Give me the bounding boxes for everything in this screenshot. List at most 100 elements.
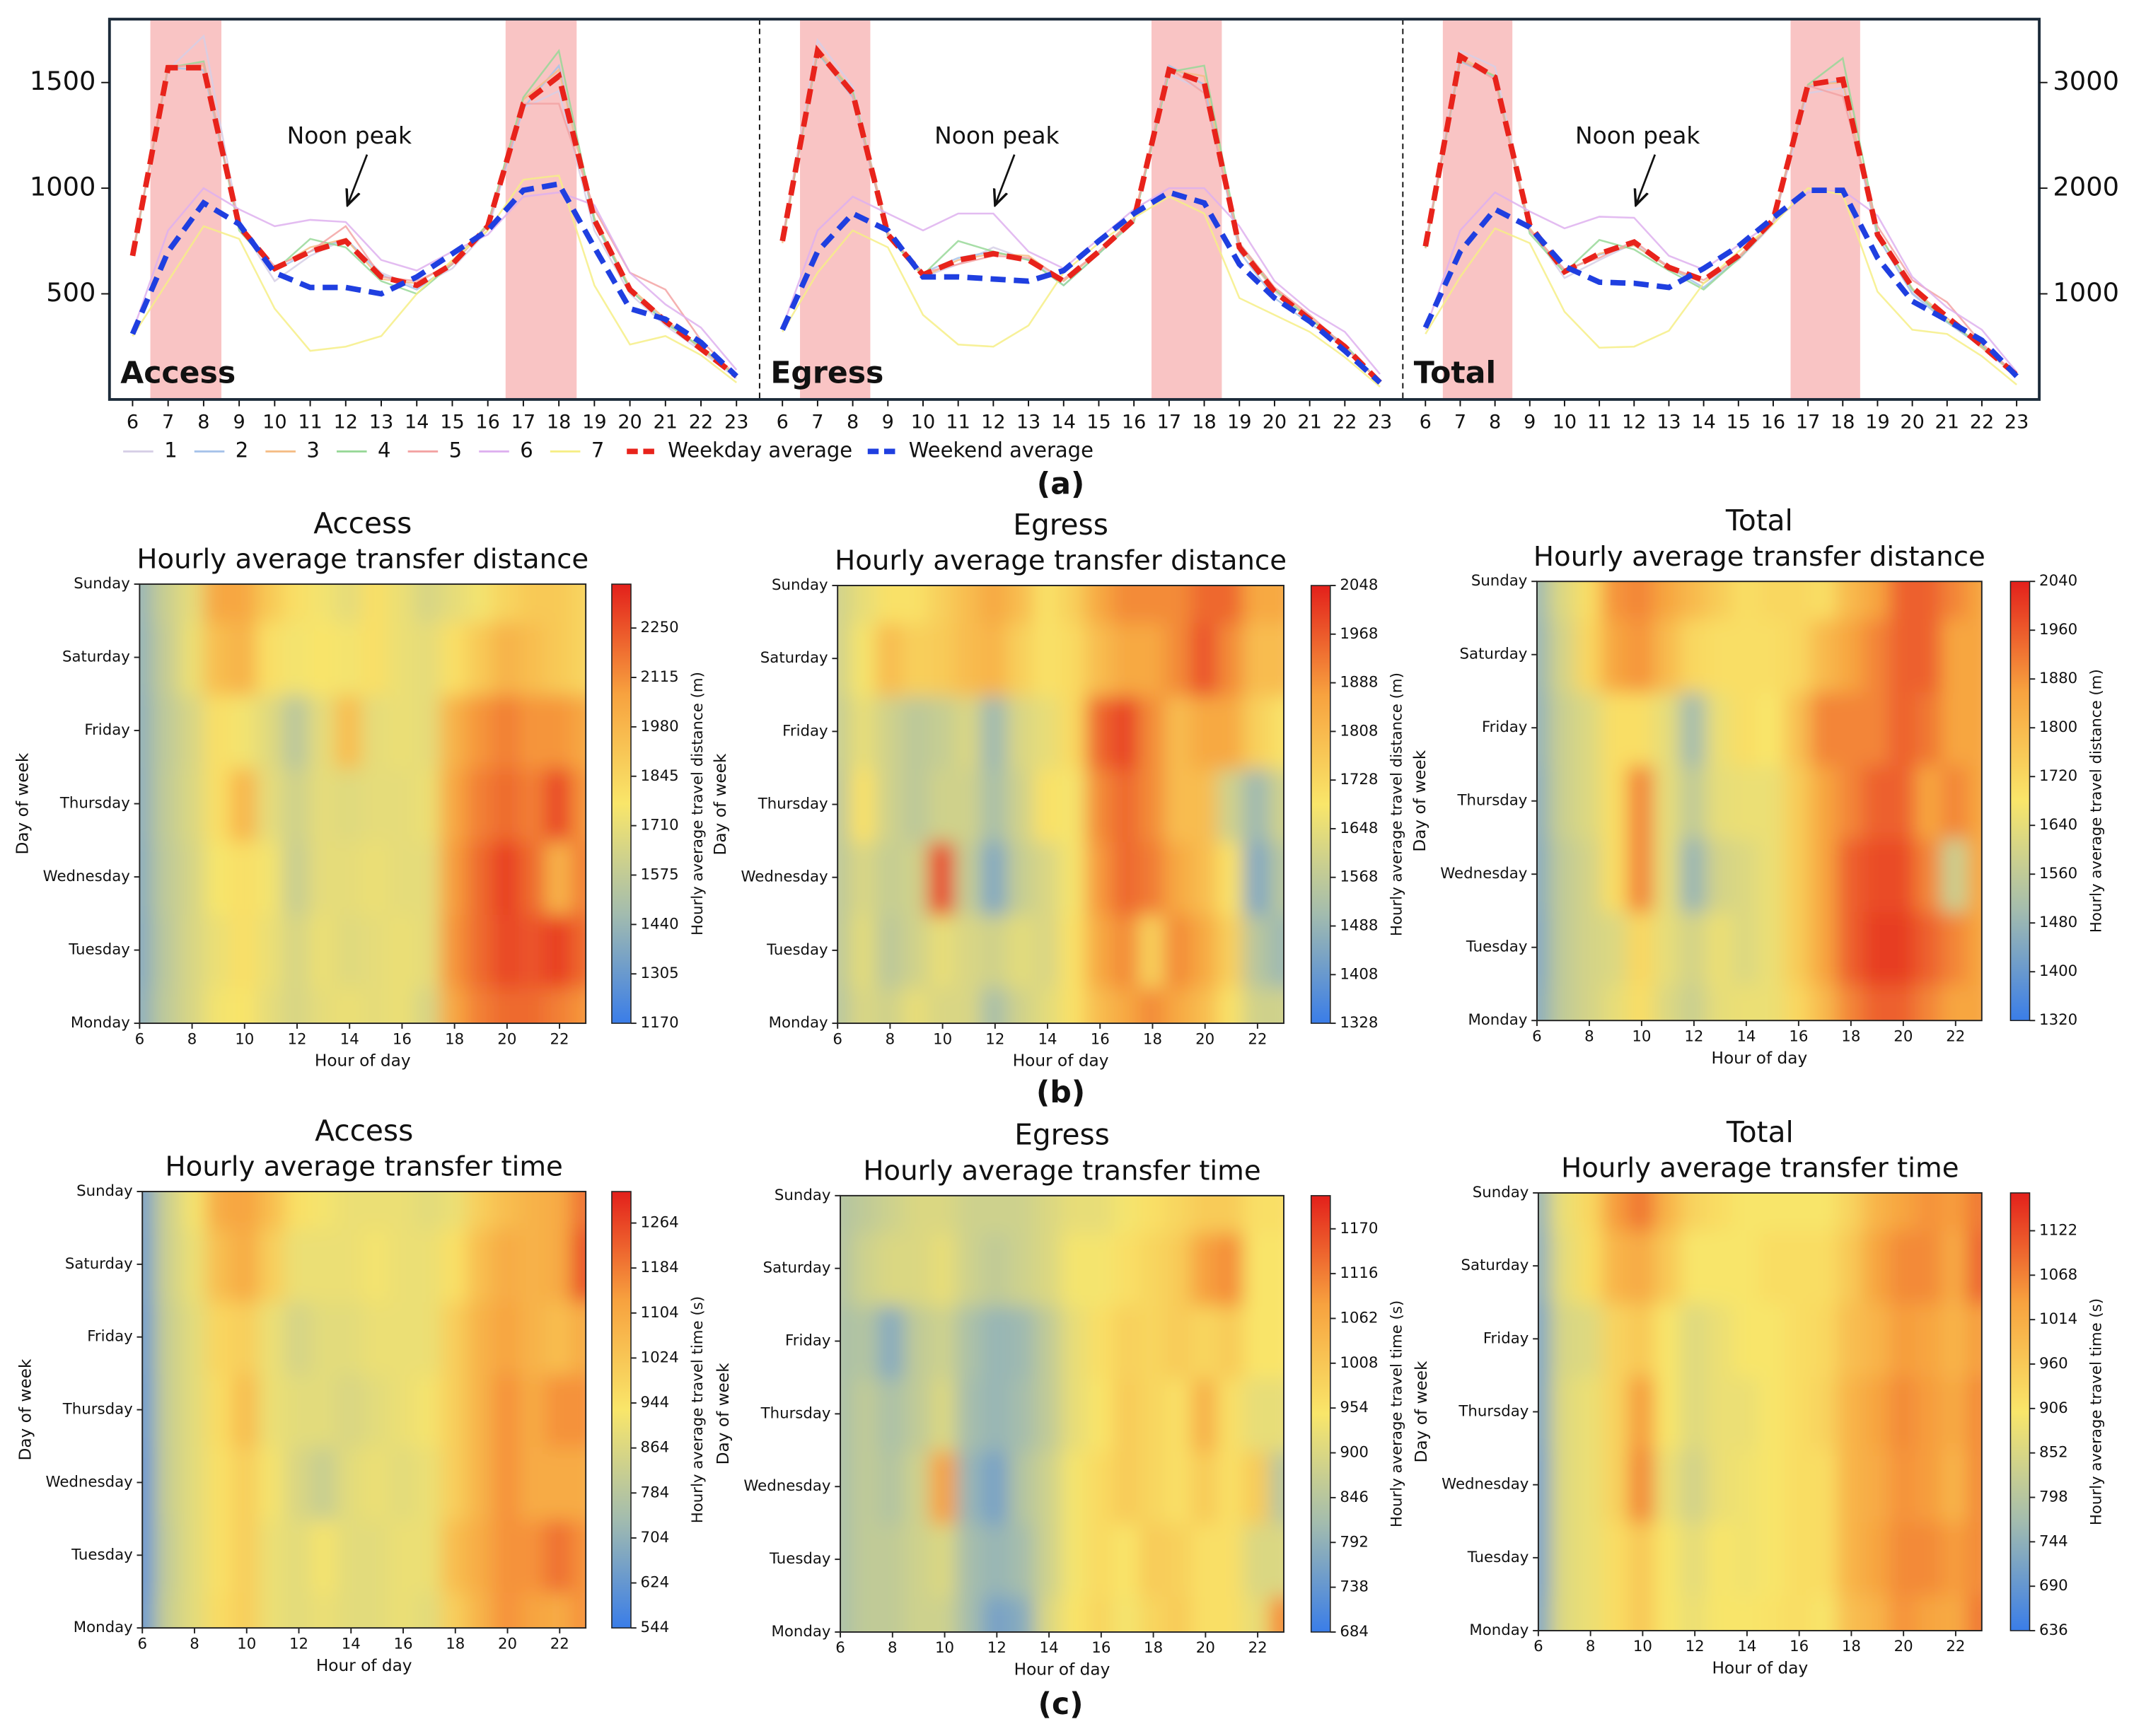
colorbar bbox=[611, 583, 632, 1024]
heat-cell bbox=[388, 1192, 418, 1230]
heat-cell bbox=[1550, 1520, 1579, 1596]
day-line bbox=[1425, 187, 2017, 385]
heat-cell bbox=[1836, 689, 1866, 766]
heat-cell bbox=[467, 1192, 497, 1230]
x-tick-label: 8 bbox=[1584, 1027, 1594, 1045]
colorbar-tick-label: 1170 bbox=[641, 1014, 679, 1032]
heat-cell bbox=[928, 985, 958, 1024]
heat-cell bbox=[1243, 620, 1272, 697]
heat-cell bbox=[518, 985, 548, 1024]
heat-cell bbox=[1602, 1373, 1631, 1450]
heat-cell bbox=[852, 1521, 881, 1597]
heat-cell bbox=[545, 1517, 574, 1593]
x-tick-label: 9 bbox=[1524, 411, 1536, 433]
annotation: Noon peak bbox=[934, 122, 1059, 149]
x-tick-label: 8 bbox=[886, 1030, 895, 1048]
heat-cell bbox=[204, 911, 233, 989]
heat-cell bbox=[1941, 909, 1971, 986]
heat-cell bbox=[1862, 909, 1892, 986]
heat-cell bbox=[1008, 1448, 1038, 1525]
heat-cell bbox=[1033, 912, 1062, 989]
heat-cell bbox=[1139, 1376, 1168, 1452]
heat-cell bbox=[1085, 912, 1115, 989]
x-tick-label: 22 bbox=[1946, 1027, 1965, 1045]
heat-cell bbox=[1165, 1303, 1194, 1379]
heat-cell bbox=[1086, 1521, 1116, 1597]
heat-cell bbox=[902, 620, 931, 697]
y-tick-label: Friday bbox=[1482, 718, 1527, 736]
y-tick-label: Wednesday bbox=[741, 868, 828, 886]
heat-cell bbox=[571, 765, 586, 842]
colorbar-tick-label: 1116 bbox=[1340, 1264, 1378, 1282]
heat-cell bbox=[1137, 586, 1167, 624]
heat-cell bbox=[1785, 1373, 1814, 1450]
heat-cell bbox=[1680, 1192, 1710, 1231]
heat-cell bbox=[930, 1448, 959, 1525]
colorbar-tick-label: 1640 bbox=[2039, 816, 2077, 834]
heat-cell bbox=[1758, 617, 1787, 693]
heat-cell bbox=[852, 1594, 881, 1632]
heat-cell bbox=[1243, 1448, 1272, 1525]
legend-label: Weekday average bbox=[668, 438, 852, 462]
heat-cell bbox=[1732, 1447, 1762, 1523]
heat-cell bbox=[387, 839, 417, 915]
heat-cell bbox=[1536, 836, 1552, 912]
heat-cell bbox=[1967, 982, 1982, 1021]
heat-cell bbox=[878, 1448, 907, 1525]
heat-cell bbox=[1941, 1192, 1971, 1231]
heat-cell bbox=[571, 584, 586, 622]
heat-cell bbox=[180, 1192, 209, 1230]
colorbar-tick-label: 1400 bbox=[2039, 962, 2077, 980]
heat-cell bbox=[1915, 909, 1944, 986]
heat-cell bbox=[414, 1192, 444, 1230]
heat-cell bbox=[1706, 1592, 1736, 1631]
heat-cell bbox=[840, 1303, 855, 1379]
heat-cell bbox=[256, 911, 286, 989]
heat-cell bbox=[1628, 1592, 1657, 1631]
heat-cell bbox=[1941, 1447, 1971, 1523]
heat-cell bbox=[1732, 763, 1761, 839]
heat-cell bbox=[1576, 1592, 1606, 1631]
heat-cell bbox=[852, 1303, 881, 1379]
x-tick-label: 18 bbox=[1831, 411, 1855, 433]
heat-cell bbox=[441, 1192, 470, 1230]
colorbar-tick-label: 784 bbox=[641, 1484, 670, 1501]
y-axis-label: Day of week bbox=[714, 1363, 733, 1464]
x-tick-label: 8 bbox=[190, 1635, 199, 1653]
heat-cell bbox=[467, 1372, 497, 1447]
y-tick-label: Tuesday bbox=[1467, 1549, 1529, 1566]
heat-cell bbox=[1033, 985, 1062, 1024]
y-axis-label: Day of week bbox=[16, 1358, 35, 1460]
heat-cell bbox=[153, 1192, 183, 1230]
heat-cell bbox=[1785, 1520, 1814, 1596]
heat-cell bbox=[362, 1590, 392, 1629]
heat-cell bbox=[1033, 767, 1062, 843]
heat-cell bbox=[441, 1372, 470, 1447]
heat-cell bbox=[1941, 763, 1971, 839]
heat-cell bbox=[1915, 1300, 1944, 1377]
average-line bbox=[1422, 187, 2019, 378]
heat-cell bbox=[1034, 1230, 1064, 1307]
heat-cell bbox=[1548, 581, 1578, 619]
x-tick-label: 18 bbox=[1192, 411, 1216, 433]
x-tick-label: 18 bbox=[446, 1635, 465, 1653]
y-tick-label: Saturday bbox=[763, 1259, 831, 1277]
annotation: Noon peak bbox=[287, 122, 412, 149]
heat-cell bbox=[904, 1376, 934, 1452]
day-line bbox=[132, 64, 738, 378]
x-tick-label: 8 bbox=[187, 1030, 197, 1048]
heat-cell bbox=[206, 1372, 236, 1447]
heat-cell bbox=[1059, 620, 1089, 697]
heat-cell bbox=[1680, 1592, 1710, 1631]
heat-cell bbox=[180, 1590, 209, 1629]
heat-cell bbox=[256, 839, 286, 915]
heat-cell bbox=[1915, 763, 1944, 839]
heat-cell bbox=[1654, 1592, 1683, 1631]
colorbar bbox=[1310, 585, 1331, 1024]
heat-cell bbox=[1706, 1373, 1736, 1450]
heat-cell bbox=[232, 1517, 262, 1593]
heat-cell bbox=[336, 1226, 366, 1303]
y-tick-label: Monday bbox=[769, 1014, 828, 1032]
heat-cell bbox=[1550, 1592, 1579, 1631]
heat-cell bbox=[1538, 1300, 1553, 1377]
